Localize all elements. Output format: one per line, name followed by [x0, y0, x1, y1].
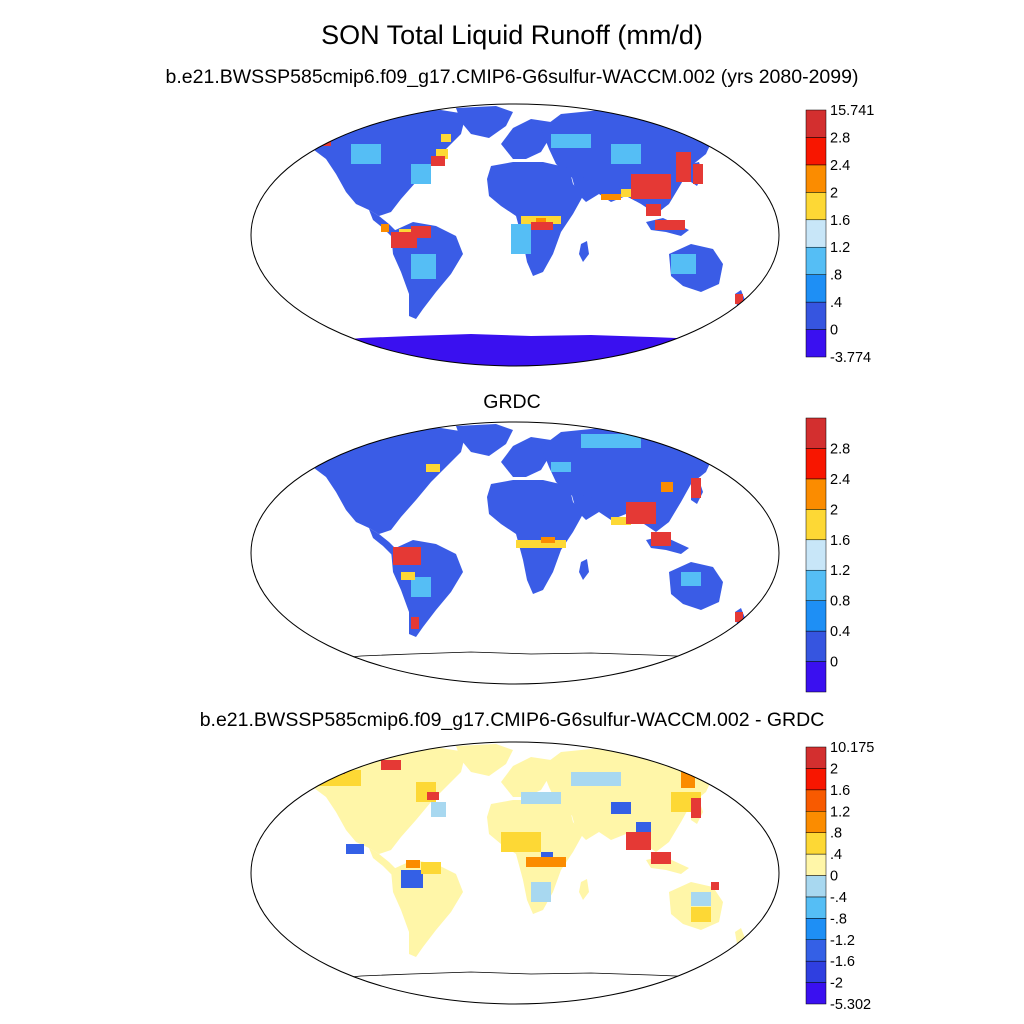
model-colorbar-swatch: [805, 137, 827, 166]
obs-colorbar-tick-label: 0.4: [830, 624, 850, 640]
obs-colorbar-swatch: [805, 448, 827, 480]
diff-light-blue-patches: [431, 772, 711, 906]
panel-model-subtitle: b.e21.BWSSP585cmip6.f09_g17.CMIP6-G6sulf…: [165, 66, 859, 88]
diff-colorbar-tick-label: -.4: [830, 890, 847, 906]
diff-colorbar-swatch: [805, 939, 827, 962]
diff-colorbar-swatch: [805, 853, 827, 876]
obs-hot-patches: [393, 478, 743, 629]
panel-model-map: [250, 103, 780, 367]
model-antarctica: [321, 334, 731, 366]
obs-colorbar-tick-label: 2: [830, 502, 838, 518]
obs-colorbar-tick-label: 0.8: [830, 594, 850, 610]
model-colorbar-swatch: [805, 246, 827, 275]
obs-land: [306, 424, 745, 637]
panel-model-colorbar: -3.774 0 .4 .8 1.2 1.6 2 2.4 2.8 15.741: [805, 103, 874, 366]
model-land: [306, 106, 745, 319]
obs-colorbar-tick-label: 2.8: [830, 441, 850, 457]
model-colorbar-tick-label: .8: [830, 268, 842, 284]
diff-colorbar-swatch: [805, 746, 827, 769]
diff-colorbar-swatch: [805, 960, 827, 983]
obs-colorbar-swatch: [805, 417, 827, 449]
model-colorbar-swatch: [805, 164, 827, 193]
model-colorbar-tick-label: 2.8: [830, 130, 850, 146]
obs-colorbar-tick-label: 0: [830, 655, 838, 671]
diff-colorbar-swatch: [805, 982, 827, 1005]
panel-diff-subtitle: b.e21.BWSSP585cmip6.f09_g17.CMIP6-G6sulf…: [199, 709, 825, 731]
model-colorbar-tick-label: 1.2: [830, 240, 850, 256]
panel-obs-colorbar: 0 0.4 0.8 1.2 1.6 2 2.4 2.8: [805, 417, 850, 693]
diff-colorbar-tick-label: .4: [830, 847, 842, 863]
diff-colorbar-swatch: [805, 918, 827, 940]
obs-warm-patches: [401, 464, 631, 580]
model-colorbar-tick-label: 0: [830, 323, 838, 339]
model-colorbar-tick-label: 1.6: [830, 213, 850, 229]
diff-colorbar-swatch: [805, 875, 827, 898]
obs-colorbar-swatch: [805, 478, 827, 510]
panel-obs-subtitle: GRDC: [483, 391, 541, 413]
model-colorbar-swatch: [805, 109, 827, 138]
model-colorbar-tick-label: -3.774: [830, 350, 871, 366]
diff-colorbar-tick-label: 1.6: [830, 783, 850, 799]
diff-blue-patches: [346, 802, 651, 888]
model-colorbar-tick-label: 2: [830, 185, 838, 201]
model-colorbar-swatch: [805, 219, 827, 248]
diff-colorbar-tick-label: 10.175: [830, 740, 874, 756]
obs-map-border: [250, 421, 780, 685]
diff-antarctica-outline: [320, 971, 732, 1004]
obs-orange-patches: [541, 482, 673, 543]
diff-colorbar-tick-label: -1.2: [830, 933, 855, 949]
panel-diff-map: [250, 741, 780, 1005]
obs-colorbar-swatch: [805, 630, 827, 662]
figure-title: SON Total Liquid Runoff (mm/d): [321, 20, 703, 50]
obs-colorbar-swatch: [805, 509, 827, 541]
model-map-border: [250, 103, 780, 367]
obs-light-blue-patches: [411, 434, 701, 597]
diff-colorbar-tick-label: 0: [830, 869, 838, 885]
diff-colorbar-tick-label: -.8: [830, 911, 847, 927]
diff-colorbar-swatch: [805, 768, 827, 791]
obs-colorbar-swatch: [805, 539, 827, 571]
diff-colorbar-tick-label: -5.302: [830, 997, 871, 1013]
diff-colorbar-swatch: [805, 832, 827, 855]
diff-colorbar-tick-label: -1.6: [830, 954, 855, 970]
panel-obs-map: [250, 421, 780, 685]
obs-antarctica-outline: [320, 651, 732, 684]
diff-colorbar-swatch: [805, 896, 827, 919]
diff-colorbar-tick-label: .8: [830, 826, 842, 842]
model-colorbar-swatch: [805, 274, 827, 303]
diff-colorbar-swatch: [805, 789, 827, 812]
obs-colorbar-swatch: [805, 569, 827, 601]
obs-colorbar-swatch: [805, 600, 827, 632]
obs-colorbar-tick-label: 2.4: [830, 472, 850, 488]
model-light-blue-patches: [351, 134, 696, 279]
model-colorbar-tick-label: 2.4: [830, 158, 850, 174]
model-colorbar-swatch: [805, 301, 827, 330]
model-colorbar-swatch: [805, 192, 827, 221]
diff-colorbar-tick-label: -2: [830, 976, 843, 992]
obs-colorbar-swatch: [805, 661, 827, 693]
model-colorbar-swatch: [805, 329, 827, 358]
diff-map-border: [250, 741, 780, 1005]
panel-diff-colorbar: -5.302 -2 -1.6 -1.2 -.8 -.4 0 .4 .8 1.2 1.6 2 10.175: [805, 740, 874, 1013]
model-hot-patches: [311, 132, 743, 304]
diff-colorbar-tick-label: 1.2: [830, 804, 850, 820]
diff-colorbar-swatch: [805, 811, 827, 833]
model-colorbar-tick-label: 15.741: [830, 103, 874, 119]
model-colorbar-tick-label: .4: [830, 295, 842, 311]
diff-colorbar-tick-label: 2: [830, 761, 838, 777]
obs-colorbar-tick-label: 1.6: [830, 533, 850, 549]
model-orange-patches: [381, 194, 621, 232]
obs-colorbar-tick-label: 1.2: [830, 563, 850, 579]
